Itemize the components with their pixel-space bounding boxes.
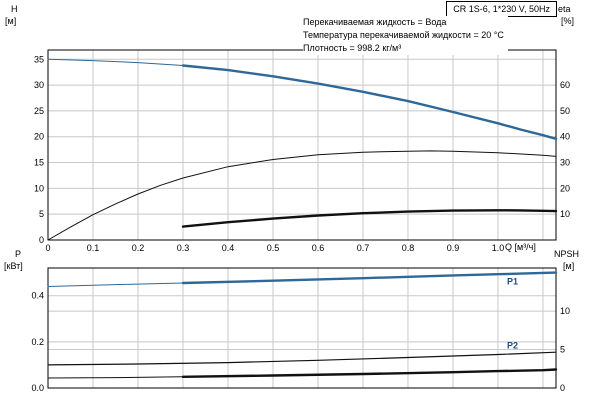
svg-text:0.0: 0.0 — [31, 383, 44, 393]
svg-text:0.4: 0.4 — [31, 291, 44, 301]
svg-text:0.2: 0.2 — [31, 337, 44, 347]
svg-text:1.0: 1.0 — [492, 243, 505, 253]
annotation-density: Плотность = 998.2 кг/м³ — [303, 43, 402, 53]
q-axis-label: Q [м³/ч] — [505, 242, 536, 252]
eta-axis-label: eta — [558, 4, 571, 14]
svg-text:10: 10 — [560, 209, 570, 219]
svg-text:0: 0 — [39, 235, 44, 245]
svg-text:5: 5 — [39, 209, 44, 219]
svg-text:0.6: 0.6 — [312, 243, 325, 253]
svg-text:10: 10 — [34, 183, 44, 193]
svg-text:0.3: 0.3 — [177, 243, 190, 253]
svg-text:30: 30 — [34, 80, 44, 90]
p-axis-label: P — [15, 249, 22, 259]
svg-text:5: 5 — [560, 345, 565, 355]
npsh-axis-unit: [м] — [563, 261, 575, 271]
svg-text:0.4: 0.4 — [222, 243, 235, 253]
svg-text:0.5: 0.5 — [267, 243, 280, 253]
svg-text:0.8: 0.8 — [402, 243, 415, 253]
svg-text:P2: P2 — [507, 340, 518, 350]
svg-text:50: 50 — [560, 106, 570, 116]
annotation-temperature: Температура перекачиваемой жидкости = 20… — [303, 30, 504, 40]
svg-text:15: 15 — [34, 158, 44, 168]
svg-text:0.9: 0.9 — [447, 243, 460, 253]
p-axis-unit: [кВт] — [4, 261, 23, 271]
svg-text:40: 40 — [560, 132, 570, 142]
svg-text:25: 25 — [34, 106, 44, 116]
svg-text:P1: P1 — [507, 277, 518, 287]
svg-text:20: 20 — [560, 183, 570, 193]
svg-text:35: 35 — [34, 54, 44, 64]
annotations-block: Перекачиваемая жидкость = Вода Температу… — [303, 16, 508, 55]
svg-text:0.1: 0.1 — [87, 243, 100, 253]
annotation-liquid: Перекачиваемая жидкость = Вода — [303, 17, 447, 27]
svg-text:0: 0 — [560, 383, 565, 393]
svg-text:60: 60 — [560, 80, 570, 90]
svg-text:0.2: 0.2 — [132, 243, 145, 253]
h-axis-unit: [м] — [5, 16, 17, 26]
svg-text:30: 30 — [560, 158, 570, 168]
svg-text:20: 20 — [34, 132, 44, 142]
eta-axis-unit: [%] — [561, 16, 575, 26]
svg-text:10: 10 — [560, 306, 570, 316]
pump-model-title: CR 1S-6, 1*230 V, 50Hz — [446, 1, 557, 17]
npsh-axis-label: NPSH — [554, 249, 580, 259]
svg-text:0.7: 0.7 — [357, 243, 370, 253]
svg-text:0: 0 — [45, 243, 50, 253]
h-axis-label: H — [11, 4, 18, 14]
